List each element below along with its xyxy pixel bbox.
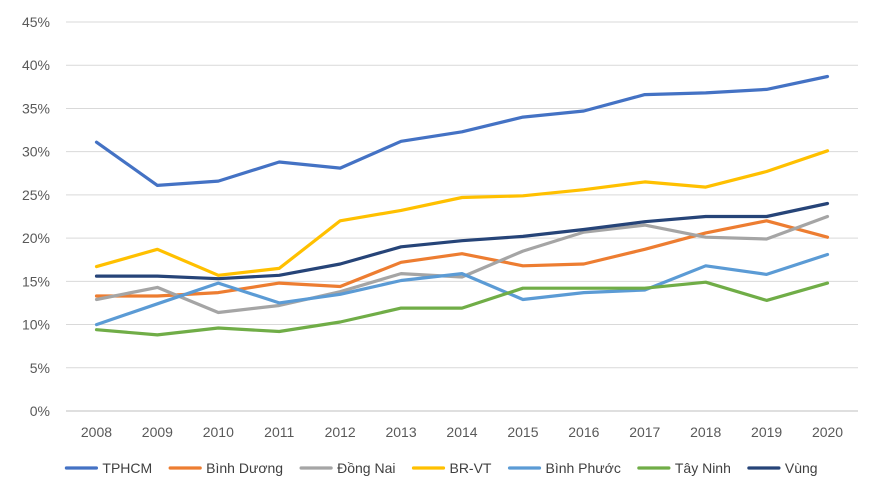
gridlines: [66, 21, 858, 412]
y-tick-label: 45%: [22, 14, 50, 30]
x-tick-label: 2012: [325, 424, 356, 440]
legend-label-1: Bình Dương: [206, 460, 283, 476]
y-tick-label: 10%: [22, 317, 50, 333]
x-tick-label: 2020: [812, 424, 843, 440]
x-tick-label: 2008: [81, 424, 112, 440]
series-line-0: [94, 74, 830, 187]
x-tick-label: 2018: [690, 424, 721, 440]
legend: TPHCM Bình Dương Đồng Nai BR-VT Bình Phước Tâ…: [64, 460, 818, 476]
x-tick-label: 2013: [385, 424, 416, 440]
y-tick-label: 40%: [22, 57, 50, 73]
series-line-2: [94, 214, 830, 315]
series-line-4: [94, 252, 830, 327]
y-tick-label: 20%: [22, 230, 50, 246]
x-tick-label: 2016: [568, 424, 599, 440]
y-tick-label: 25%: [22, 187, 50, 203]
x-tick-label: 2010: [203, 424, 234, 440]
legend-label-6: Vùng: [785, 460, 818, 476]
y-tick-label: 5%: [30, 360, 50, 376]
legend-label-2: Đồng Nai: [337, 460, 395, 476]
legend-label-4: Bình Phước: [545, 460, 620, 476]
series-line-3: [94, 149, 830, 277]
x-tick-label: 2019: [751, 424, 782, 440]
legend-label-0: TPHCM: [102, 460, 152, 476]
series-line-6: [94, 201, 830, 281]
x-axis-tick-labels: 2008 2009 2010 2011 2012 2013 2014 2015 2016 2017…: [81, 424, 843, 440]
series-lines: [94, 74, 830, 337]
series-line-1: [94, 219, 830, 298]
y-tick-label: 0%: [30, 403, 50, 419]
x-tick-label: 2015: [507, 424, 538, 440]
y-tick-label: 15%: [22, 273, 50, 289]
x-tick-label: 2009: [142, 424, 173, 440]
x-tick-label: 2014: [446, 424, 477, 440]
y-tick-label: 35%: [22, 100, 50, 116]
y-tick-label: 30%: [22, 144, 50, 160]
y-axis-tick-labels: 0% 5% 10% 15% 20% 25% 30% 35% 40% 45%: [22, 14, 50, 419]
x-tick-label: 2011: [264, 424, 294, 440]
legend-label-5: Tây Ninh: [675, 460, 731, 476]
series-line-5: [94, 280, 830, 337]
legend-label-3: BR-VT: [449, 460, 491, 476]
x-tick-label: 2017: [629, 424, 660, 440]
